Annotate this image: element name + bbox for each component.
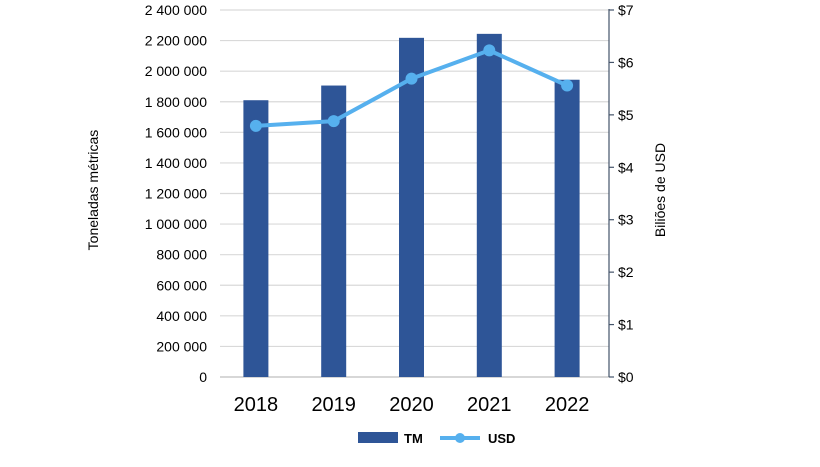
y-tick-label: 2 400 000 bbox=[145, 2, 207, 18]
y-tick-label: 2 000 000 bbox=[145, 63, 207, 79]
y2-tick-label: $5 bbox=[618, 107, 634, 123]
bar-2018 bbox=[243, 100, 269, 378]
usd-line bbox=[249, 44, 574, 132]
y-tick-label: 600 000 bbox=[156, 277, 207, 293]
y2-tick-label: $6 bbox=[618, 54, 634, 70]
bars bbox=[243, 33, 580, 378]
usd-point-2020 bbox=[405, 72, 418, 85]
usd-point-2018 bbox=[249, 119, 262, 132]
right-axis: $0 $1 $2 $3 $4 $5 $6 $7 bbox=[608, 2, 634, 385]
x-tick-label: 2018 bbox=[234, 394, 279, 416]
usd-point-2019 bbox=[327, 115, 340, 128]
y-tick-label: 1 200 000 bbox=[145, 186, 207, 202]
x-tick-label: 2022 bbox=[545, 394, 590, 416]
legend-label-tm: TM bbox=[404, 431, 423, 446]
legend-marker-usd bbox=[455, 433, 465, 443]
y-tick-label: 0 bbox=[199, 369, 207, 385]
bar-2019 bbox=[321, 85, 347, 377]
y-tick-label: 1 600 000 bbox=[145, 124, 207, 140]
y2-tick-label: $4 bbox=[618, 159, 634, 175]
x-tick-label: 2019 bbox=[311, 394, 356, 416]
y-tick-label: 1 000 000 bbox=[145, 216, 207, 232]
y-tick-label: 1 800 000 bbox=[145, 94, 207, 110]
y2-tick-label: $7 bbox=[618, 2, 634, 18]
y-tick-label: 800 000 bbox=[156, 247, 207, 263]
x-tick-label: 2021 bbox=[467, 394, 512, 416]
left-axis-ticks: 0 200 000 400 000 600 000 800 000 1 000 000 1 … bbox=[145, 2, 208, 385]
legend-label-usd: USD bbox=[488, 431, 515, 446]
bar-2022 bbox=[554, 79, 580, 377]
y2-tick-label: $0 bbox=[618, 369, 634, 385]
x-tick-label: 2020 bbox=[389, 394, 434, 416]
y-axis-label: Toneladas métricas bbox=[85, 130, 101, 251]
y2-tick-label: $3 bbox=[618, 212, 634, 228]
y-tick-label: 2 200 000 bbox=[145, 33, 207, 49]
legend-swatch-tm bbox=[358, 432, 398, 443]
usd-point-2021 bbox=[483, 44, 496, 57]
y-tick-label: 200 000 bbox=[156, 338, 207, 354]
y-tick-label: 1 400 000 bbox=[145, 155, 207, 171]
y-tick-label: 400 000 bbox=[156, 308, 207, 324]
bar-2021 bbox=[476, 33, 502, 377]
y2-tick-label: $2 bbox=[618, 264, 634, 280]
y2-axis-label: Biliões de USD bbox=[652, 143, 668, 237]
legend: TM USD bbox=[358, 431, 515, 446]
usd-point-2022 bbox=[561, 79, 574, 92]
x-axis-ticks: 2018 2019 2020 2021 2022 bbox=[234, 394, 590, 416]
y2-tick-label: $1 bbox=[618, 317, 634, 333]
bar-2020 bbox=[399, 37, 424, 377]
